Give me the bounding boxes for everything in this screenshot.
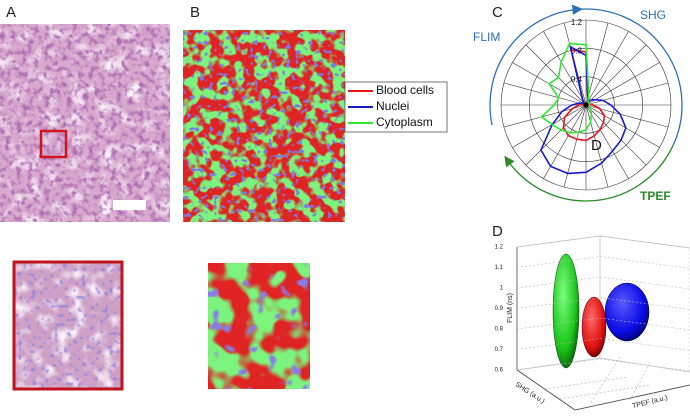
spoke xyxy=(585,104,629,179)
center xyxy=(583,102,589,108)
grid-line xyxy=(599,235,690,249)
spoke xyxy=(512,104,587,148)
grid-line xyxy=(599,338,690,351)
z-tick-label: 1.1 xyxy=(495,265,504,271)
histology-image xyxy=(0,24,170,222)
r-tick-label: 1.2 xyxy=(571,18,583,27)
series-line xyxy=(540,45,627,175)
shg-arc xyxy=(577,8,683,146)
r-tick-label: 0.4 xyxy=(571,75,583,84)
spoke xyxy=(585,104,647,166)
grid-line xyxy=(599,358,690,372)
spoke xyxy=(563,104,587,188)
grid-line xyxy=(599,256,690,269)
shg-arc xyxy=(489,4,583,126)
grid-line xyxy=(599,317,690,331)
legend: Blood cells Nuclei Cytoplasm xyxy=(344,81,448,133)
grid-line xyxy=(516,276,601,289)
z-tick-label: 1 xyxy=(500,286,504,292)
axis-label: SHG xyxy=(640,8,666,22)
legend-label: Cytoplasm xyxy=(376,115,433,129)
grid-line xyxy=(516,235,601,248)
spoke xyxy=(543,31,587,106)
segmentation-zoom xyxy=(208,263,310,389)
legend-label: Blood cells xyxy=(376,83,434,97)
panel-label: A xyxy=(6,4,16,21)
spoke xyxy=(525,104,587,166)
spoke xyxy=(585,31,629,106)
histology-zoom xyxy=(12,260,124,391)
ellipsoid-plot: 0.6 0.7 0.8 0.9 1 1.1 1.2 FLIM (ns) SHG (a.u.) TP… xyxy=(495,235,690,411)
grid-line xyxy=(599,276,690,290)
spoke xyxy=(585,62,660,106)
spoke xyxy=(585,44,647,106)
spoke xyxy=(585,82,669,106)
grid-line xyxy=(516,358,601,371)
axis-label: TPEF (a.u.) xyxy=(632,395,669,411)
panel-label: D xyxy=(492,223,503,240)
spoke xyxy=(585,104,660,148)
tpef-arc xyxy=(504,145,674,202)
z-tick-label: 0.7 xyxy=(495,347,504,353)
axis-label: FLIM (ns) xyxy=(507,293,514,323)
panel-label: C xyxy=(492,4,503,21)
annotation: D xyxy=(591,137,602,154)
grid-line xyxy=(516,297,601,309)
spoke xyxy=(585,104,609,188)
legend-label: Nuclei xyxy=(376,99,409,113)
grid-line xyxy=(516,338,601,350)
z-tick-label: 1.2 xyxy=(495,245,504,251)
spoke xyxy=(525,44,587,106)
spoke xyxy=(585,22,609,106)
grid-line xyxy=(516,317,601,330)
grid-circle xyxy=(557,76,615,134)
segmentation-image xyxy=(183,30,345,222)
axis-label: FLIM xyxy=(473,30,500,44)
grid-circle xyxy=(500,19,672,191)
series-line xyxy=(540,42,593,134)
z-tick-label: 0.6 xyxy=(495,368,504,374)
axis-label: SHG (a.u.) xyxy=(514,381,546,405)
z-tick-label: 0.8 xyxy=(495,327,504,333)
spoke xyxy=(503,82,587,106)
panel-label: B xyxy=(190,4,200,21)
grid-line xyxy=(516,256,601,268)
grid-line xyxy=(599,297,690,310)
z-tick-label: 0.9 xyxy=(495,306,504,312)
axis-label: TPEF xyxy=(640,189,671,203)
